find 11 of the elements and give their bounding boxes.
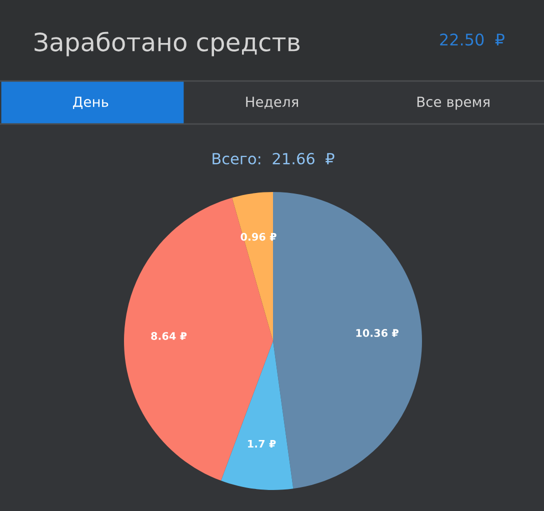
text: День: [73, 96, 108, 110]
text: 22.50 ₽: [440, 34, 504, 46]
chart-title: Заработано средств: [34, 32, 300, 56]
text: Неделя: [246, 96, 298, 109]
pie-slice: [220, 341, 294, 490]
data-label: 1.7 ₽: [248, 440, 276, 448]
data-label: 10.36 ₽: [356, 329, 399, 337]
chart-subtitle: Всего: 21.66 ₽: [212, 152, 334, 164]
text: Все время: [417, 96, 490, 110]
data-label: 8.64 ₽: [151, 332, 187, 340]
data-label: 0.96 ₽: [240, 232, 276, 241]
